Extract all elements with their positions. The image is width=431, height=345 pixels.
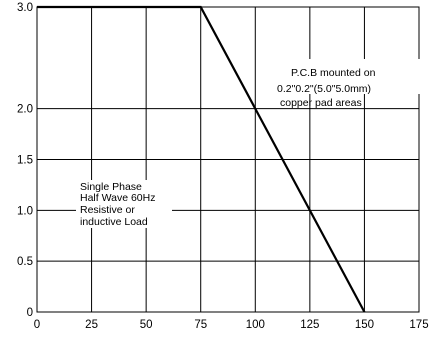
y-tick-label: 1.0 <box>17 205 33 217</box>
y-tick-label: 2.0 <box>17 104 33 116</box>
pcb-annotation-line-1: P.C.B mounted on <box>291 67 376 79</box>
x-tick-label: 50 <box>140 319 153 331</box>
pcb-annotation-box <box>268 59 420 94</box>
x-tick-label: 75 <box>194 319 207 331</box>
x-tick-label: 0 <box>34 319 40 331</box>
x-tick-label: 175 <box>409 319 428 331</box>
load-annotation-line-4: inductive Load <box>80 216 148 228</box>
axes: 0 25 50 75 100 125 150 175 0 0.5 1.0 1.5 2.0 3.0 <box>17 2 429 331</box>
x-tick-label: 150 <box>355 319 374 331</box>
y-tick-label: 0.5 <box>17 256 33 268</box>
x-tick-label: 100 <box>246 319 265 331</box>
load-annotation-line-2: Half Wave 60Hz <box>80 192 155 204</box>
pcb-annotation-line-3: copper pad areas <box>280 97 362 109</box>
derating-curve <box>37 5 366 313</box>
y-tick-label: 0 <box>27 307 33 319</box>
annotations: P.C.B mounted on 0.2"0.2"(5.0"5.0mm) cop… <box>76 59 420 228</box>
y-tick-label: 1.5 <box>17 155 33 167</box>
load-annotation-line-1: Single Phase <box>80 181 142 193</box>
grid <box>36 6 420 313</box>
y-tick-label: 3.0 <box>17 2 33 14</box>
load-annotation-line-3: Resistive or <box>80 204 135 216</box>
x-tick-label: 25 <box>85 319 98 331</box>
pcb-annotation-line-2: 0.2"0.2"(5.0"5.0mm) <box>277 83 371 95</box>
x-tick-label: 125 <box>300 319 319 331</box>
load-annotation-box <box>76 180 172 228</box>
series-layer <box>37 5 366 313</box>
